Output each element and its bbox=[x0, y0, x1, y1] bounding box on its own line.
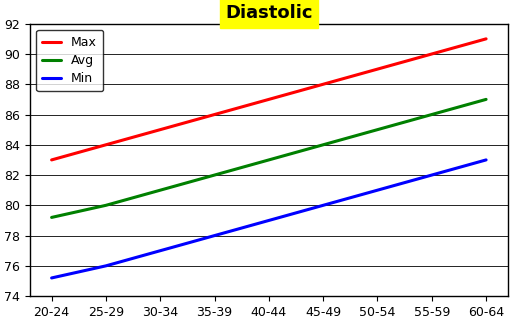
Min bbox=[157, 249, 163, 253]
Avg bbox=[429, 113, 435, 117]
Max bbox=[320, 82, 326, 86]
Min bbox=[374, 188, 380, 192]
Min bbox=[211, 234, 218, 237]
Line: Min: Min bbox=[52, 160, 486, 278]
Max bbox=[157, 128, 163, 131]
Avg bbox=[103, 203, 109, 207]
Max bbox=[103, 143, 109, 147]
Max bbox=[483, 37, 489, 41]
Legend: Max, Avg, Min: Max, Avg, Min bbox=[36, 30, 103, 91]
Title: Diastolic: Diastolic bbox=[225, 4, 313, 22]
Max bbox=[266, 98, 272, 101]
Min bbox=[103, 264, 109, 268]
Line: Avg: Avg bbox=[52, 99, 486, 217]
Max bbox=[49, 158, 55, 162]
Avg bbox=[157, 188, 163, 192]
Min bbox=[429, 173, 435, 177]
Avg bbox=[320, 143, 326, 147]
Avg bbox=[374, 128, 380, 131]
Avg bbox=[211, 173, 218, 177]
Line: Max: Max bbox=[52, 39, 486, 160]
Avg bbox=[266, 158, 272, 162]
Avg bbox=[49, 215, 55, 219]
Avg bbox=[483, 98, 489, 101]
Max bbox=[374, 67, 380, 71]
Min bbox=[320, 203, 326, 207]
Max bbox=[211, 113, 218, 117]
Min bbox=[49, 276, 55, 280]
Min bbox=[266, 219, 272, 223]
Min bbox=[483, 158, 489, 162]
Max bbox=[429, 52, 435, 56]
